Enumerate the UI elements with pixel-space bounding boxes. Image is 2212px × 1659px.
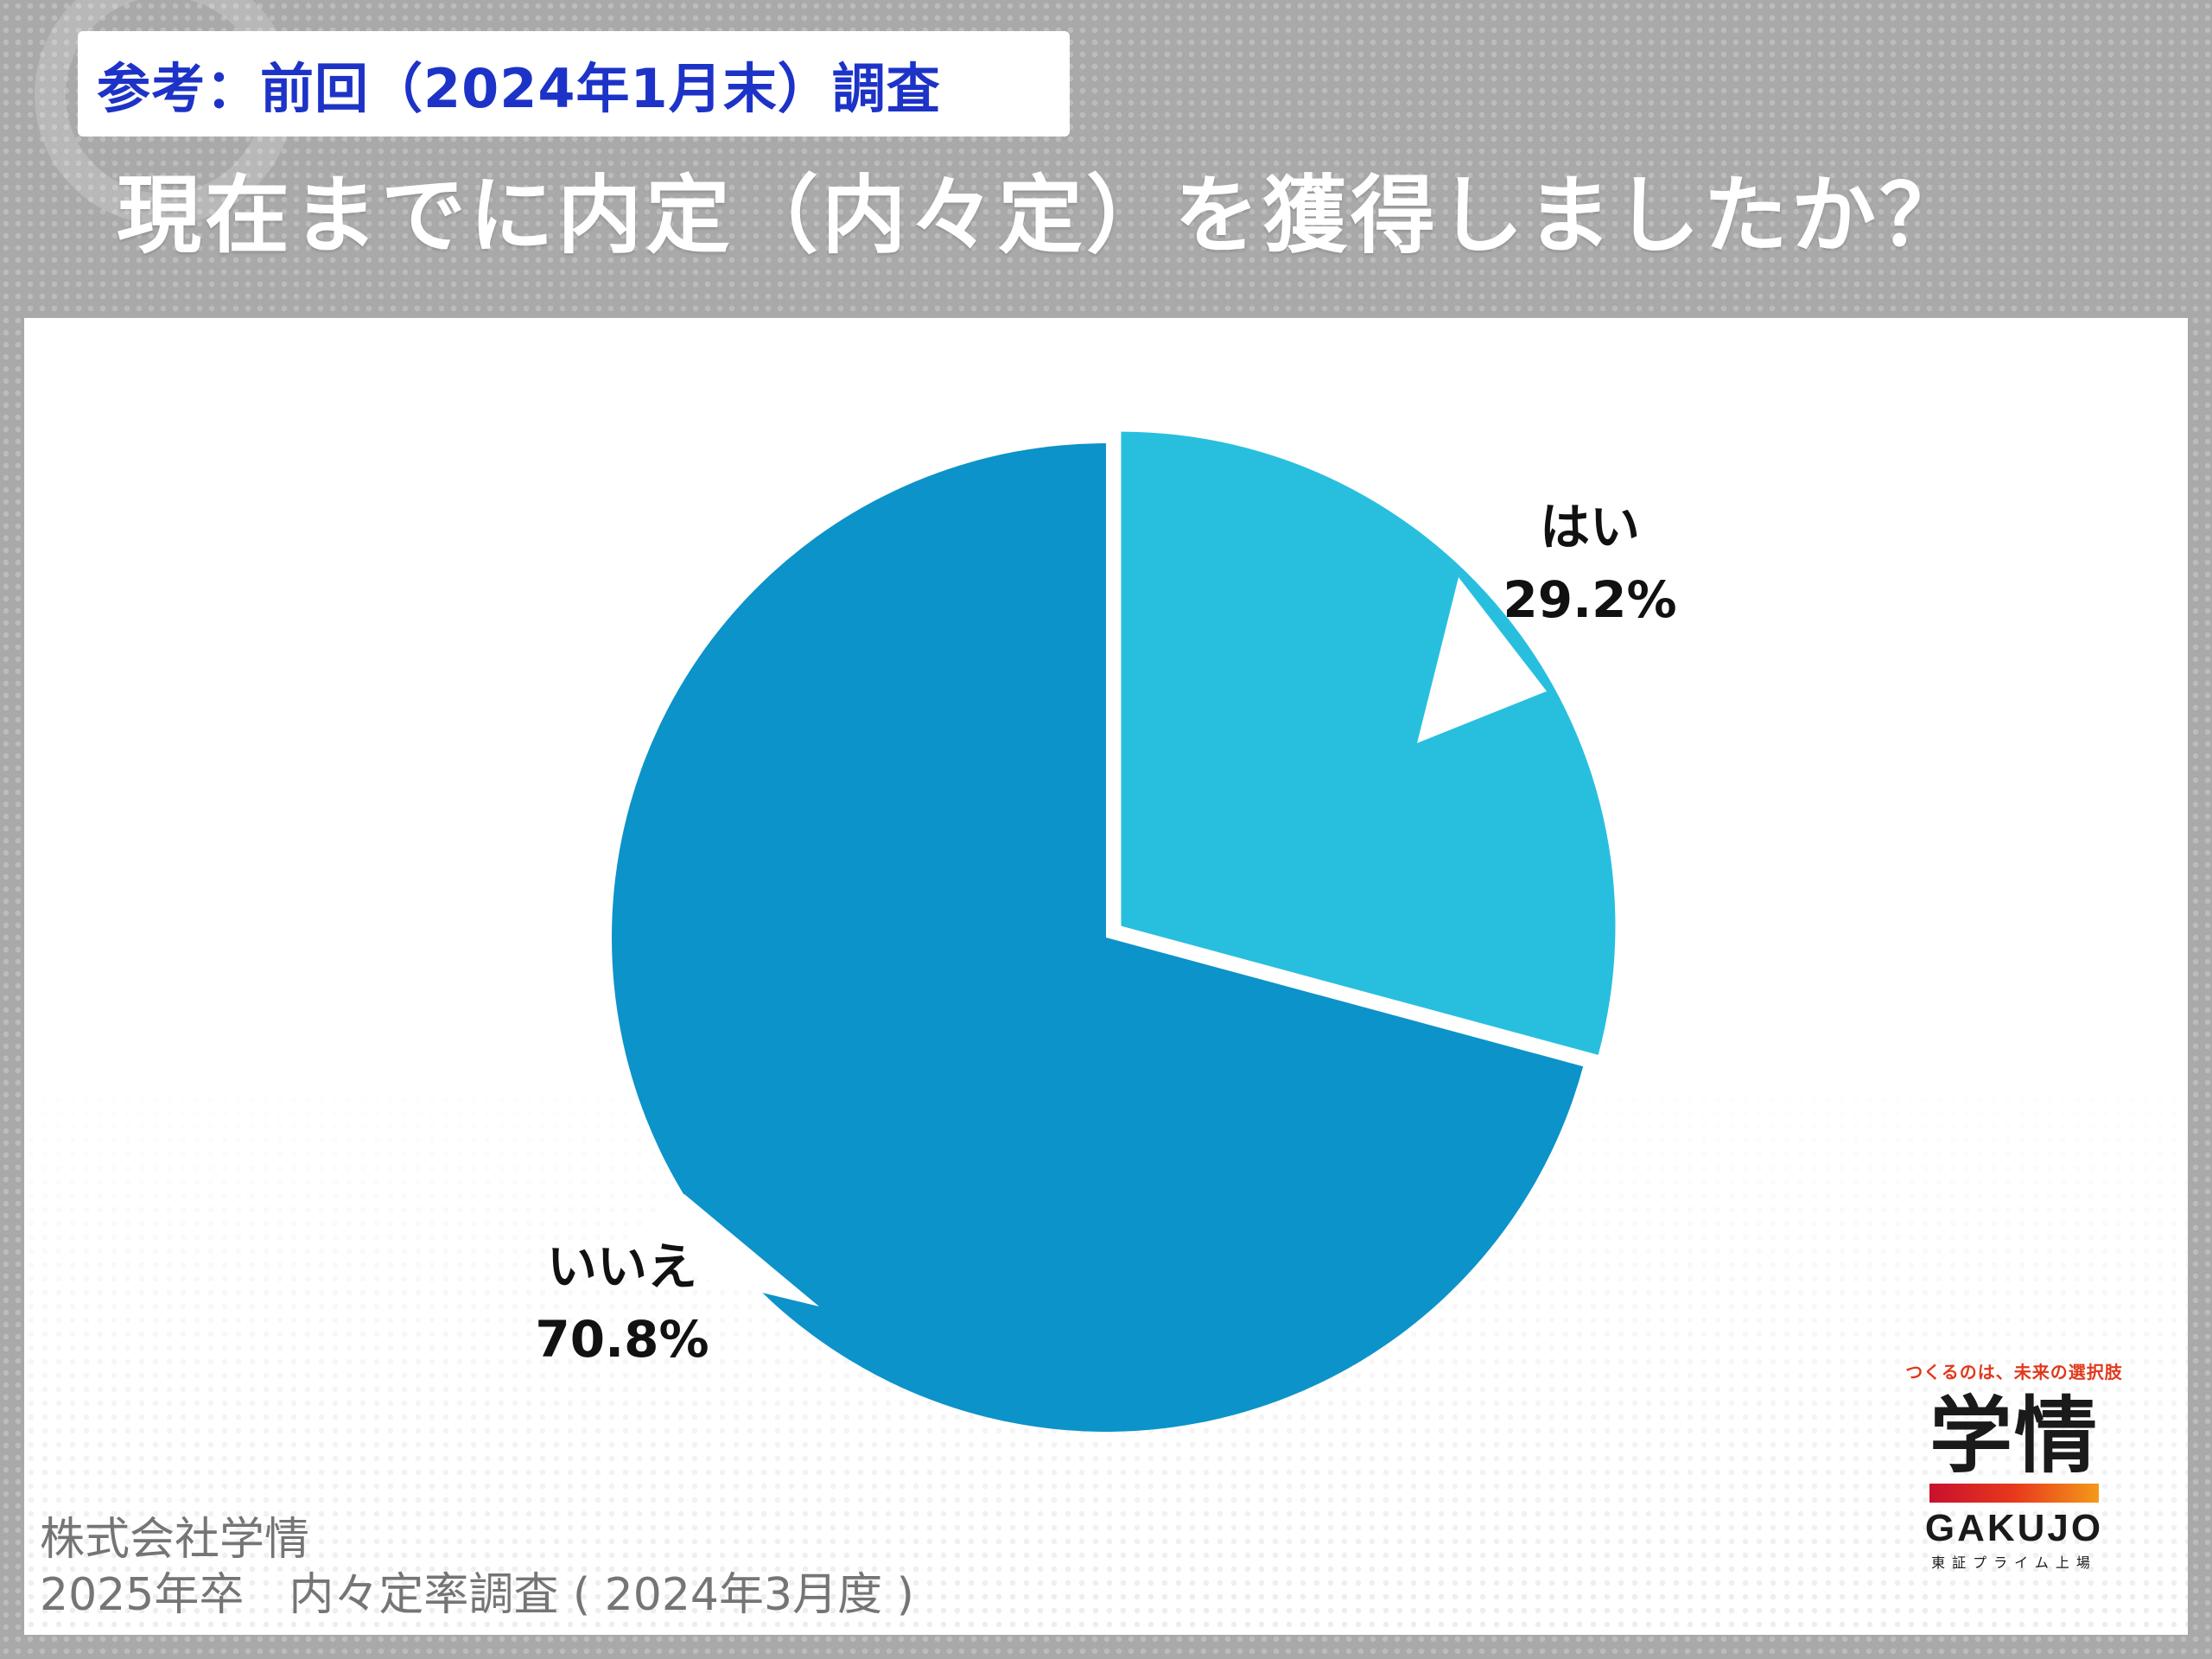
logo-kanji: 学情 [1929, 1390, 2099, 1483]
source-credit: 株式会社学情 2025年卒 内々定率調査 ( 2024年3月度 ) [40, 1512, 914, 1623]
logo-tagline: つくるのは、未来の選択肢 [1905, 1363, 2123, 1382]
slice-label-no-value: 70.8% [535, 1310, 709, 1369]
logo-color-bar [1929, 1484, 2099, 1503]
gakujo-logo: つくるのは、未来の選択肢 学情 GAKUJO 東証プライム上場 [1897, 1358, 2131, 1586]
label-notch-yes [1417, 577, 1547, 743]
slice-label-yes-name: はい [1539, 498, 1640, 556]
slice-label-no-name: いいえ [546, 1237, 697, 1296]
pie-slice-yes [1121, 431, 1616, 1055]
reference-tag-text: 参考：前回（2024年1月末）調査 [97, 57, 941, 120]
pie-slice-no [612, 443, 1584, 1433]
source-company: 株式会社学情 [40, 1514, 310, 1566]
slice-label-yes: はい 29.2% [1486, 491, 1694, 636]
logo-roman: GAKUJO [1924, 1507, 2104, 1549]
logo-listing: 東証プライム上場 [1931, 1556, 2097, 1571]
slice-label-yes-value: 29.2% [1503, 570, 1677, 629]
label-notch-no [605, 1194, 819, 1306]
page-title: 現在までに内定（内々定）を獲得しましたか？ [117, 167, 1968, 265]
reference-tag: 参考：前回（2024年1月末）調査 [78, 31, 1070, 137]
source-survey: 2025年卒 内々定率調査 ( 2024年3月度 ) [40, 1569, 914, 1621]
slice-label-no: いいえ 70.8% [518, 1230, 726, 1376]
